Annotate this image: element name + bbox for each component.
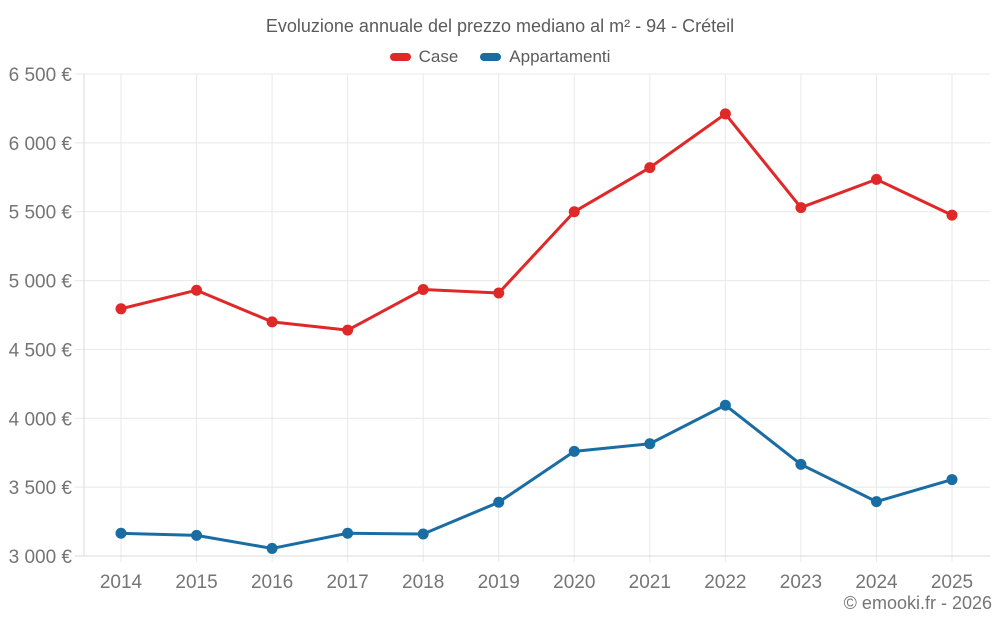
svg-text:2014: 2014 bbox=[100, 572, 143, 593]
legend-swatch-appartamenti-icon bbox=[480, 53, 502, 61]
svg-text:2020: 2020 bbox=[553, 572, 595, 593]
svg-text:5 500 €: 5 500 € bbox=[9, 203, 73, 224]
svg-text:4 000 €: 4 000 € bbox=[9, 409, 73, 430]
svg-text:2015: 2015 bbox=[175, 572, 217, 593]
legend-item-case[interactable]: Case bbox=[389, 47, 459, 67]
svg-text:2019: 2019 bbox=[478, 572, 520, 593]
svg-text:2023: 2023 bbox=[780, 572, 822, 593]
svg-text:2024: 2024 bbox=[855, 572, 898, 593]
legend-label-case: Case bbox=[418, 47, 459, 66]
svg-text:2017: 2017 bbox=[326, 572, 368, 593]
svg-text:3 500 €: 3 500 € bbox=[9, 478, 73, 499]
legend-item-appartamenti[interactable]: Appartamenti bbox=[480, 47, 610, 67]
svg-text:6 000 €: 6 000 € bbox=[9, 134, 73, 155]
legend-swatch-case-icon bbox=[389, 53, 411, 61]
legend-label-appartamenti: Appartamenti bbox=[509, 47, 611, 66]
chart-legend: Case Appartamenti bbox=[0, 47, 1000, 67]
copyright-footer: © emooki.fr - 2026 bbox=[843, 593, 992, 613]
svg-text:2016: 2016 bbox=[251, 572, 293, 593]
svg-text:2021: 2021 bbox=[629, 572, 671, 593]
chart-title: Evoluzione annuale del prezzo mediano al… bbox=[265, 16, 735, 36]
svg-text:5 000 €: 5 000 € bbox=[9, 272, 73, 293]
svg-text:4 500 €: 4 500 € bbox=[9, 340, 73, 361]
svg-text:3 000 €: 3 000 € bbox=[9, 547, 73, 568]
svg-text:2018: 2018 bbox=[402, 572, 444, 593]
svg-text:2022: 2022 bbox=[704, 572, 746, 593]
svg-text:6 500 €: 6 500 € bbox=[9, 65, 73, 86]
svg-text:2025: 2025 bbox=[931, 572, 973, 593]
